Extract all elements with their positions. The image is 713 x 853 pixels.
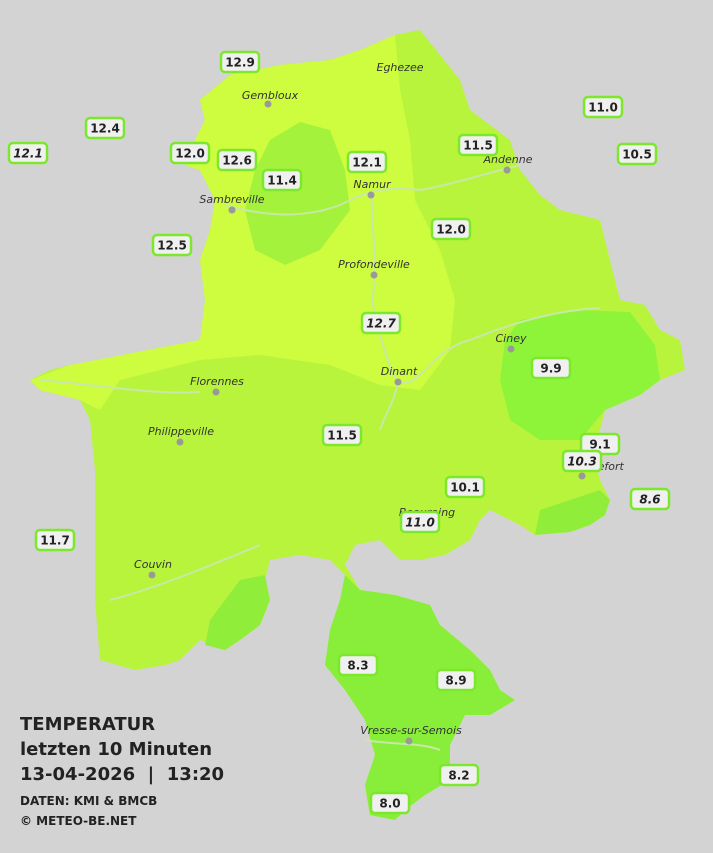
city-dot bbox=[394, 378, 402, 386]
warm-zone bbox=[30, 35, 455, 410]
city-name: Gembloux bbox=[242, 89, 299, 102]
city-name: Ciney bbox=[496, 332, 527, 345]
station-value: 10.3 bbox=[567, 455, 597, 469]
city-dot bbox=[578, 472, 586, 480]
station-value: 8.0 bbox=[379, 797, 400, 811]
station-value: 12.1 bbox=[352, 156, 382, 170]
station-value: 11.0 bbox=[405, 516, 435, 530]
station-box bbox=[7, 141, 49, 165]
station-value: 11.4 bbox=[267, 174, 297, 188]
station-box bbox=[530, 356, 572, 380]
station-value: 11.0 bbox=[588, 101, 618, 115]
subtitle: letzten 10 Minuten bbox=[20, 739, 212, 760]
source: DATEN: KMI & BMCB bbox=[20, 794, 157, 808]
city-dot bbox=[148, 571, 156, 579]
station-box bbox=[216, 148, 258, 172]
station-box bbox=[399, 510, 441, 534]
station-value: 12.7 bbox=[366, 317, 396, 331]
datetime: 13-04-2026 | 13:20 bbox=[20, 764, 224, 785]
station-value: 12.0 bbox=[175, 147, 205, 161]
copyright: © METEO-BE.NET bbox=[20, 814, 137, 828]
city-dot bbox=[370, 271, 378, 279]
labels: Eghezee Gembloux Andenne Namur Sambreville Pr… bbox=[7, 50, 671, 815]
station-box bbox=[360, 311, 402, 335]
city-name: Florennes bbox=[190, 375, 244, 388]
station-value: 8.2 bbox=[448, 769, 469, 783]
station-box bbox=[616, 142, 658, 166]
station-box bbox=[369, 791, 411, 815]
station-box bbox=[435, 668, 477, 692]
station-box bbox=[34, 528, 76, 552]
station-box bbox=[561, 449, 603, 473]
station-box bbox=[346, 150, 388, 174]
city-dot bbox=[405, 737, 413, 745]
station-box bbox=[84, 116, 126, 140]
station-box bbox=[337, 653, 379, 677]
cool-zone bbox=[500, 310, 660, 440]
station-box bbox=[444, 475, 486, 499]
station-value: 12.5 bbox=[157, 239, 187, 253]
city-name: Namur bbox=[353, 178, 392, 191]
station-box bbox=[169, 141, 211, 165]
station-box bbox=[438, 763, 480, 787]
city-name: Dinant bbox=[381, 365, 418, 378]
station-value: 9.1 bbox=[589, 438, 610, 452]
station-box bbox=[219, 50, 261, 74]
station-box bbox=[457, 133, 499, 157]
station-value: 11.5 bbox=[463, 139, 493, 153]
city-dot bbox=[212, 388, 220, 396]
city-dot bbox=[176, 438, 184, 446]
station-box bbox=[321, 423, 363, 447]
station-value: 10.5 bbox=[622, 148, 652, 162]
city-name: Sambreville bbox=[199, 193, 264, 206]
city-name: Philippeville bbox=[148, 425, 214, 438]
city-name: Vresse-sur-Semois bbox=[360, 724, 462, 737]
station-value: 11.7 bbox=[40, 534, 70, 548]
station-value: 12.0 bbox=[436, 223, 466, 237]
station-box bbox=[582, 95, 624, 119]
station-value: 8.9 bbox=[445, 674, 466, 688]
city-name: Andenne bbox=[483, 153, 533, 166]
cool-zone bbox=[325, 575, 515, 820]
station-value: 12.9 bbox=[225, 56, 255, 70]
station-value: 12.6 bbox=[222, 154, 252, 168]
station-box bbox=[261, 168, 303, 192]
city-name: Profondeville bbox=[338, 258, 410, 271]
station-value: 11.5 bbox=[327, 429, 357, 443]
station-box bbox=[151, 233, 193, 257]
station-value: 9.9 bbox=[540, 362, 561, 376]
station-value: 8.6 bbox=[639, 493, 660, 507]
cool-zone bbox=[245, 122, 350, 265]
cool-zone bbox=[205, 575, 270, 650]
city-name: Couvin bbox=[134, 558, 172, 571]
cool-zone bbox=[535, 490, 610, 535]
station-box bbox=[430, 217, 472, 241]
title: TEMPERATUR bbox=[20, 714, 155, 735]
station-value: 10.1 bbox=[450, 481, 480, 495]
city-dot bbox=[228, 206, 236, 214]
city-dot bbox=[264, 100, 272, 108]
city-dot bbox=[367, 191, 375, 199]
station-value: 12.4 bbox=[90, 122, 120, 136]
city-name: Eghezee bbox=[377, 61, 424, 74]
city-dot bbox=[503, 166, 511, 174]
city-dot bbox=[507, 345, 515, 353]
station-value: 12.1 bbox=[13, 147, 43, 161]
station-value: 8.3 bbox=[347, 659, 368, 673]
station-box bbox=[629, 487, 671, 511]
